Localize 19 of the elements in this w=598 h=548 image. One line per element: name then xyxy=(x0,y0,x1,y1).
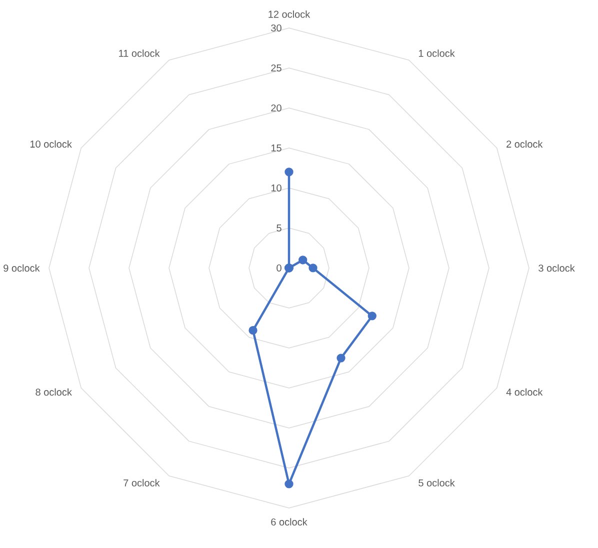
spoke-label: 8 oclock xyxy=(36,388,72,396)
y-tick-label: 10 xyxy=(271,184,282,192)
spoke-label: 11 oclock xyxy=(119,50,160,57)
spoke-label: 12 oclock xyxy=(268,10,310,18)
spoke-label: 2 oclock xyxy=(506,140,543,148)
spoke-label: 6 oclock xyxy=(271,518,308,526)
spoke-label: 9 oclock xyxy=(4,264,40,272)
y-tick-label: 0 xyxy=(276,264,282,272)
spoke-label: 7 oclock xyxy=(124,479,160,486)
y-tick-label: 5 xyxy=(276,224,282,232)
y-tick-label: 15 xyxy=(271,144,282,152)
spoke-label: 4 oclock xyxy=(506,388,543,396)
spoke-label: 1 oclock xyxy=(418,50,455,57)
y-tick-label: 20 xyxy=(271,104,282,112)
spoke-label: 3 oclock xyxy=(538,264,575,272)
spoke-label: 10 oclock xyxy=(30,140,72,148)
spoke-label: 5 oclock xyxy=(418,479,455,486)
y-tick-label: 30 xyxy=(271,24,282,32)
y-tick-label: 25 xyxy=(271,64,282,72)
